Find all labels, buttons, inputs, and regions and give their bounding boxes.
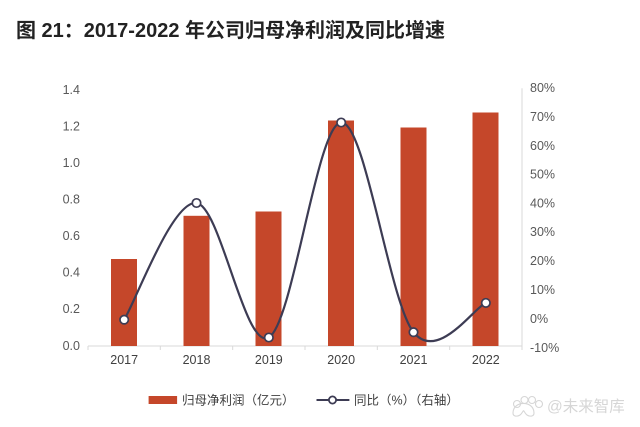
- svg-text:@未来智库: @未来智库: [547, 398, 625, 416]
